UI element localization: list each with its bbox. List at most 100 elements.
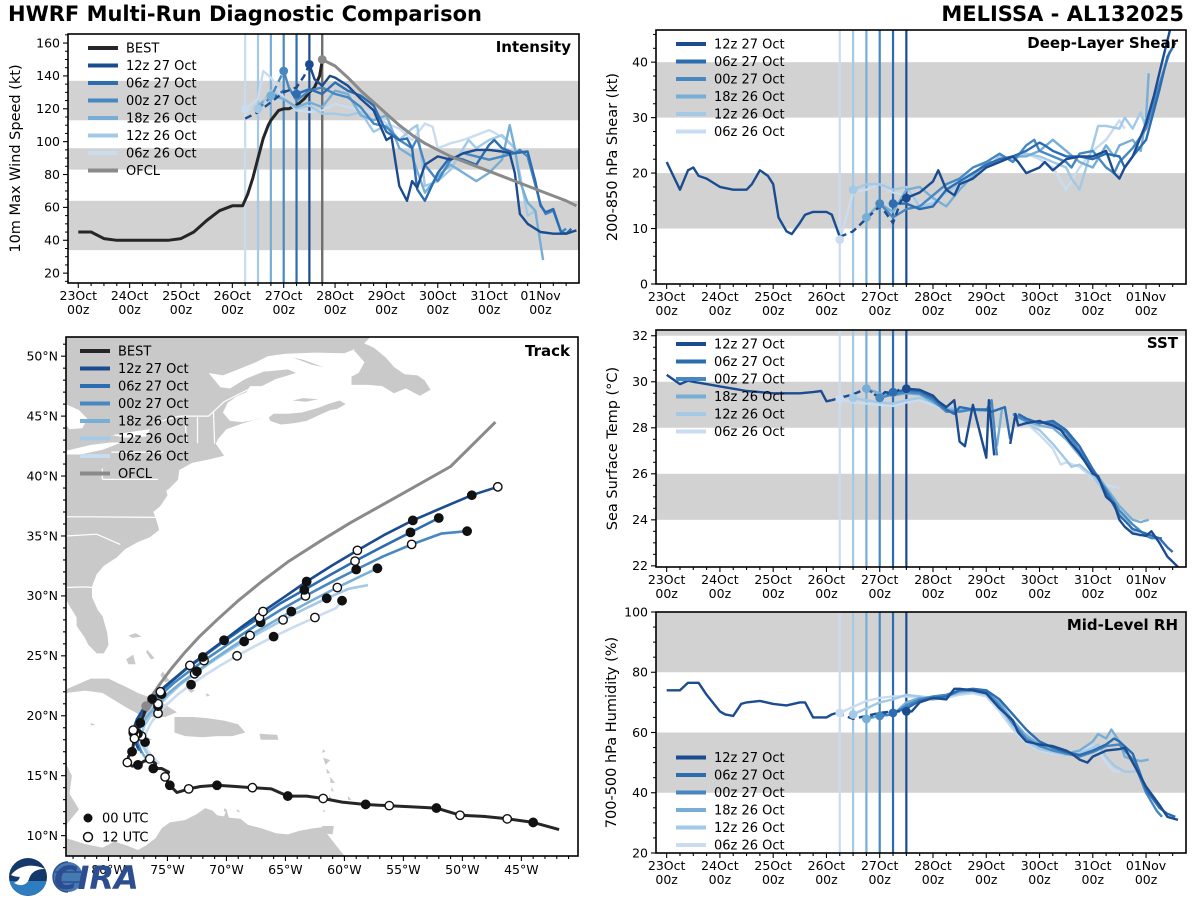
state-border (184, 416, 187, 444)
legend-label-runs.4: 12z 26 Oct (126, 129, 197, 144)
position-marker-12utc (502, 813, 513, 824)
init-marker (862, 714, 871, 724)
position-marker-00utc (351, 564, 362, 575)
plot-background (656, 330, 1186, 567)
axis-text: 23Oct (648, 572, 686, 587)
axis-text: 70°W (209, 862, 244, 877)
storm-title: MELISSA - AL132025 (941, 2, 1184, 26)
init-marker (862, 213, 871, 222)
land-polygon (237, 809, 241, 812)
legend-label-ofcl: OFCL (118, 467, 153, 482)
init-marker (901, 193, 911, 203)
axis-text: 00z (975, 872, 998, 887)
axis-text: 00z (655, 303, 678, 318)
series-line (665, 161, 841, 238)
series-line (666, 373, 833, 403)
position-marker-12utc (122, 757, 133, 768)
legend-label-12utc: 12 UTC (102, 831, 148, 846)
land-polygon (66, 337, 371, 654)
axis-text: 160 (36, 35, 60, 50)
axis-text: 60 (632, 725, 648, 740)
axis-text: 00z (762, 872, 785, 887)
init-marker (862, 384, 871, 394)
panel-title: Deep-Layer Shear (1027, 34, 1178, 52)
axes-frame (65, 336, 579, 857)
legend-label-runs.5: 06z 26 Oct (714, 839, 785, 854)
series-line (308, 64, 577, 235)
legend-label-runs.2: 00z 27 Oct (714, 73, 785, 88)
init-marker (875, 199, 885, 208)
init-marker (240, 104, 250, 114)
land-polygon (323, 809, 326, 812)
noaa-bird-icon (11, 865, 45, 886)
axis-text: 23Oct (648, 858, 686, 873)
init-marker (901, 707, 911, 716)
position-marker-00utc (337, 595, 347, 606)
legend-label-runs.0: 12z 27 Oct (714, 751, 785, 766)
position-marker-12utc (183, 783, 194, 794)
position-marker-12utc (310, 612, 320, 623)
axis-text: 26Oct (214, 288, 252, 303)
init-marker (835, 394, 845, 404)
axis-text: 00z (170, 302, 193, 317)
init-marker (317, 55, 327, 64)
axis-text: 00z (922, 872, 945, 887)
axis-text: 27Oct (861, 858, 899, 873)
axis-text: 00z (1135, 872, 1158, 887)
axis-text: 29Oct (967, 572, 1005, 587)
axis-text: 31Oct (470, 288, 508, 303)
series-line (906, 387, 996, 459)
legend-label-runs.5: 06z 26 Oct (714, 125, 785, 140)
position-marker-12utc (128, 725, 139, 736)
axis-text: 01Nov (1126, 572, 1167, 587)
axis-text: 00z (1028, 586, 1051, 601)
series-line (995, 406, 1004, 447)
land-polygon (322, 749, 326, 753)
y-axis-label: 700-500 hPa Humidity (%) (604, 637, 620, 828)
legend-label-runs.0: 12z 27 Oct (714, 338, 785, 353)
axis-text: 120 (36, 101, 60, 116)
axis-text: 00z (1135, 586, 1158, 601)
position-marker-00utc (127, 746, 137, 757)
position-marker-12utc (455, 810, 465, 821)
category-band (656, 173, 1186, 229)
axis-text: 30Oct (1021, 289, 1059, 304)
axis-text: 00z (709, 303, 732, 318)
position-marker-00utc (192, 666, 202, 677)
panel-intensity: 23Oct00z24Oct00z25Oct00z26Oct00z27Oct00z… (8, 33, 580, 317)
position-marker-00utc (433, 513, 444, 523)
axis-text: 140 (36, 68, 60, 83)
axis-text: 26Oct (808, 858, 846, 873)
axis-text: 24Oct (111, 288, 149, 303)
land-polygon (128, 633, 142, 638)
legend-label-00utc: 00 UTC (102, 812, 148, 827)
land-polygon (329, 794, 332, 799)
axis-text: 26Oct (808, 289, 846, 304)
axis-text: 00z (868, 872, 891, 887)
land-polygon (146, 649, 155, 660)
axis-text: 00z (1082, 586, 1105, 601)
category-band (656, 612, 1186, 673)
position-marker-12utc (129, 733, 140, 744)
axis-text: 50°W (445, 862, 480, 877)
land-polygon (66, 763, 79, 836)
init-marker (848, 393, 858, 403)
position-marker-12utc (258, 606, 268, 617)
axis-text: 65°W (268, 862, 303, 877)
series-line (666, 681, 838, 719)
state-border (66, 586, 93, 589)
map-lake (66, 442, 122, 455)
axis-text: 24Oct (701, 572, 739, 587)
legend-label-runs.0: 12z 27 Oct (126, 59, 197, 74)
axis-text: 15°N (26, 768, 58, 783)
land-polygon (323, 757, 331, 765)
axis-text: 31Oct (1074, 572, 1112, 587)
position-marker-12utc (247, 782, 258, 793)
axis-text: 28Oct (914, 858, 952, 873)
axis-text: 00z (815, 586, 838, 601)
y-axis-label: 10m Max Wind Speed (kt) (8, 64, 24, 252)
axis-text: 45°W (504, 862, 539, 877)
axis-text: 00z (221, 302, 244, 317)
position-marker-00utc (141, 701, 152, 712)
axis-text: 00z (655, 586, 678, 601)
